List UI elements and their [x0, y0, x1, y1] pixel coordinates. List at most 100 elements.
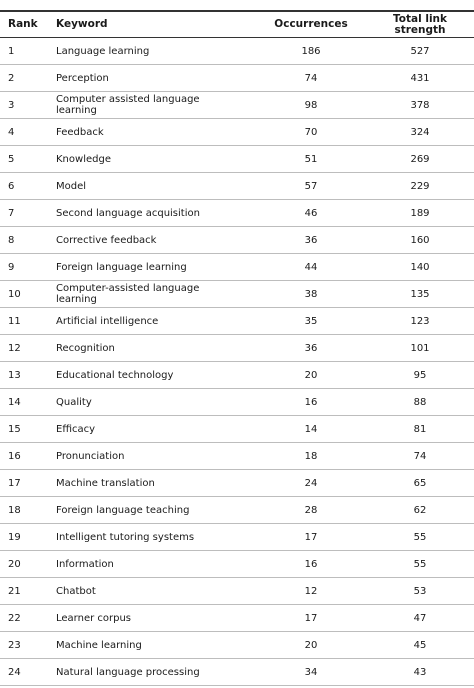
- table-row: 22 Learner corpus 17 47: [0, 605, 474, 632]
- keyword-cell: Machine translation: [56, 478, 256, 489]
- keyword-text: Knowledge: [56, 153, 111, 165]
- keyword-cell: Recognition: [56, 343, 256, 354]
- table-row: 14 Quality 16 88: [0, 389, 474, 416]
- occurrences-cell: 36: [304, 342, 318, 354]
- strength-cell: 189: [410, 207, 430, 219]
- occurrences-cell: 16: [304, 396, 318, 408]
- rank-cell: 21: [8, 585, 21, 597]
- occurrences-cell: 70: [304, 126, 318, 138]
- occurrences-cell: 14: [304, 423, 318, 435]
- rank-cell: 17: [8, 477, 21, 489]
- table-row: 9 Foreign language learning 44 140: [0, 254, 474, 281]
- rank-cell: 2: [8, 72, 15, 84]
- occurrences-cell: 35: [304, 315, 318, 327]
- rank-cell: 23: [8, 639, 21, 651]
- table-row: 6 Model 57 229: [0, 173, 474, 200]
- keyword-cell: Foreign language teaching: [56, 505, 256, 516]
- keyword-text: Chatbot: [56, 585, 96, 597]
- keyword-text: Corrective feedback: [56, 234, 157, 246]
- strength-cell: 527: [410, 45, 430, 57]
- strength-cell: 55: [413, 558, 427, 570]
- keyword-text: Computer-assisted language learning: [56, 283, 200, 305]
- keyword-cell: Corrective feedback: [56, 235, 256, 246]
- keyword-cell: Model: [56, 181, 256, 192]
- table-row: 10 Computer-assisted language learning 38 1…: [0, 281, 474, 308]
- strength-cell: 95: [413, 369, 427, 381]
- occurrences-cell: 16: [304, 558, 318, 570]
- keyword-cell: Efficacy: [56, 424, 256, 435]
- keyword-text: Machine learning: [56, 639, 142, 651]
- rank-cell: 14: [8, 396, 21, 408]
- keyword-cell: Educational technology: [56, 370, 256, 381]
- strength-cell: 269: [410, 153, 430, 165]
- keyword-cell: Foreign language learning: [56, 262, 256, 273]
- keyword-text: Computer assisted language learning: [56, 94, 200, 116]
- table-row: 21 Chatbot 12 53: [0, 578, 474, 605]
- header-cell: Occurrences: [274, 18, 348, 30]
- strength-cell: 123: [410, 315, 430, 327]
- strength-cell: 88: [413, 396, 427, 408]
- keyword-text: Foreign language teaching: [56, 504, 190, 516]
- table-row: 11 Artificial intelligence 35 123: [0, 308, 474, 335]
- keyword-cell: Knowledge: [56, 154, 256, 165]
- keyword-cell: Computer assisted language learning: [56, 94, 256, 116]
- occurrences-cell: 18: [304, 450, 318, 462]
- keyword-cell: Chatbot: [56, 586, 256, 597]
- keyword-cell: Artificial intelligence: [56, 316, 256, 327]
- rank-cell: 16: [8, 450, 21, 462]
- table-row: 18 Foreign language teaching 28 62: [0, 497, 474, 524]
- table-row: 17 Machine translation 24 65: [0, 470, 474, 497]
- rank-cell: 9: [8, 261, 15, 273]
- rank-cell: 10: [8, 288, 21, 300]
- table: Rank Keyword Occurrences Total link stre…: [0, 10, 474, 686]
- occurrences-cell: 98: [304, 99, 318, 111]
- table-row: 4 Feedback 70 324: [0, 119, 474, 146]
- table-row: 19 Intelligent tutoring systems 17 55: [0, 524, 474, 551]
- table-row: 24 Natural language processing 34 43: [0, 659, 474, 686]
- keyword-text: Language learning: [56, 45, 150, 57]
- strength-cell: 55: [413, 531, 427, 543]
- strength-cell: 229: [410, 180, 430, 192]
- occurrences-cell: 34: [304, 666, 318, 678]
- keyword-text: Learner corpus: [56, 612, 132, 624]
- rank-cell: 13: [8, 369, 21, 381]
- strength-cell: 324: [410, 126, 430, 138]
- occurrences-cell: 36: [304, 234, 318, 246]
- occurrences-cell: 74: [304, 72, 318, 84]
- keyword-cell: Intelligent tutoring systems: [56, 532, 256, 543]
- rank-cell: 24: [8, 666, 21, 678]
- table-row: 13 Educational technology 20 95: [0, 362, 474, 389]
- header-row: Rank Keyword Occurrences Total link stre…: [0, 10, 474, 38]
- keyword-text: Quality: [56, 396, 92, 408]
- rank-cell: 8: [8, 234, 15, 246]
- rank-cell: 20: [8, 558, 21, 570]
- keyword-cell: Feedback: [56, 127, 256, 138]
- table-row: 15 Efficacy 14 81: [0, 416, 474, 443]
- table-row: 8 Corrective feedback 36 160: [0, 227, 474, 254]
- keyword-cell: Natural language processing: [56, 667, 256, 678]
- keyword-text: Recognition: [56, 342, 115, 354]
- table-row: 20 Information 16 55: [0, 551, 474, 578]
- keyword-cell: Second language acquisition: [56, 208, 256, 219]
- occurrences-cell: 51: [304, 153, 318, 165]
- keyword-cell: Pronunciation: [56, 451, 256, 462]
- table-row: 5 Knowledge 51 269: [0, 146, 474, 173]
- rank-cell: 12: [8, 342, 21, 354]
- occurrences-cell: 20: [304, 639, 318, 651]
- keyword-text: Intelligent tutoring systems: [56, 531, 195, 543]
- occurrences-cell: 28: [304, 504, 318, 516]
- strength-cell: 43: [413, 666, 427, 678]
- rank-cell: 4: [8, 126, 15, 138]
- keyword-cell: Language learning: [56, 46, 256, 57]
- rank-cell: 18: [8, 504, 21, 516]
- strength-cell: 431: [410, 72, 430, 84]
- strength-cell: 140: [410, 261, 430, 273]
- table-row: 7 Second language acquisition 46 189: [0, 200, 474, 227]
- table-row: 23 Machine learning 20 45: [0, 632, 474, 659]
- table-row: 16 Pronunciation 18 74: [0, 443, 474, 470]
- keyword-text: Model: [56, 180, 87, 192]
- strength-cell: 65: [413, 477, 427, 489]
- header-cell: Total link strength: [393, 12, 447, 36]
- occurrences-cell: 44: [304, 261, 318, 273]
- keyword-cell: Computer-assisted language learning: [56, 283, 256, 305]
